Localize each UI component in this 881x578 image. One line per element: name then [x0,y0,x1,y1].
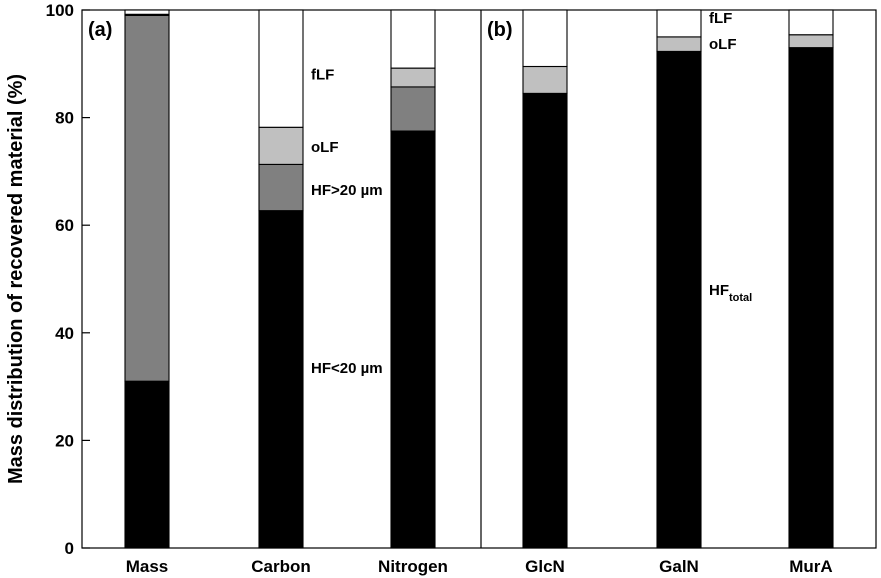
y-tick-label-60: 60 [55,216,74,235]
y-tick-label-20: 20 [55,431,74,450]
bar-glcn-olf [522,65,568,94]
x-tick-label-galn: GalN [659,557,699,576]
bar-glcn-flf [522,9,568,68]
y-axis-label: Mass distribution of recovered material … [5,74,27,484]
annotation-flf: fLF [311,67,334,84]
panel-label-0: (a) [88,19,112,41]
annotation-hf-20-m: HF<20 µm [311,360,383,377]
bar-carbon-hf-20-m [258,163,304,212]
bar-mass-flf [124,9,170,15]
annotation-subscript: total [729,292,752,304]
bar-carbon-flf [258,9,304,128]
annotation-hf-20-m: HF>20 µm [311,182,383,199]
x-tick-label-glcn: GlcN [525,557,565,576]
y-tick-label-0: 0 [65,539,74,558]
annotation-olf: oLF [311,139,339,156]
bar-galn-hf-total [656,50,702,549]
annotation-hftotal: HFtotal [709,282,752,304]
panel-label-1: (b) [487,19,513,41]
bar-galn-olf [656,36,702,52]
annotation-olf: oLF [709,36,737,53]
x-tick-label-nitrogen: Nitrogen [378,557,448,576]
y-tick-label-40: 40 [55,324,74,343]
y-tick-label-100: 100 [46,1,74,20]
bar-mass-hf-20-m [124,380,170,549]
bar-nitrogen-olf [390,67,436,88]
x-tick-label-mura: MurA [789,557,832,576]
bar-carbon-hf-20-m [258,210,304,549]
bar-mura-hf-total [788,47,834,549]
x-tick-label-carbon: Carbon [251,557,311,576]
bar-mass-hf-20-m [124,14,170,382]
bar-nitrogen-hf-20-m [390,86,436,132]
bar-galn-flf [656,9,702,38]
bar-glcn-hf-total [522,92,568,549]
bar-nitrogen-hf-20-m [390,130,436,549]
bar-mura-flf [788,9,834,36]
bar-mura-olf [788,34,834,49]
plot-frame [81,9,877,549]
bar-nitrogen-flf [390,9,436,69]
annotation-flf: fLF [709,10,732,27]
x-tick-label-mass: Mass [126,557,169,576]
y-tick-label-80: 80 [55,109,74,128]
bar-carbon-olf [258,126,304,165]
